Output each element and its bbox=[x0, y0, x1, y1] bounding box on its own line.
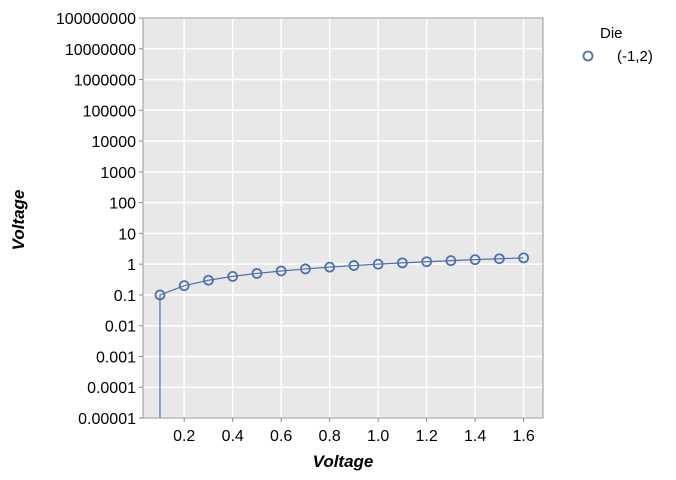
x-tick-label: 0.2 bbox=[173, 428, 195, 445]
y-tick-label: 10000 bbox=[92, 134, 137, 151]
data-point bbox=[396, 257, 408, 269]
data-point bbox=[469, 254, 481, 266]
data-point bbox=[348, 260, 360, 271]
x-tick-label: 0.4 bbox=[222, 428, 244, 445]
series-layer bbox=[154, 252, 530, 418]
data-point bbox=[227, 270, 239, 282]
data-point bbox=[251, 268, 263, 279]
data-point bbox=[300, 263, 311, 275]
plot-frame bbox=[142, 17, 544, 419]
legend-title: Die bbox=[600, 25, 623, 42]
y-tick-label: 1 bbox=[127, 257, 136, 274]
y-tick-label: 0.1 bbox=[114, 288, 136, 305]
y-tick-label: 100 bbox=[109, 196, 136, 213]
y-tick-label: 0.0001 bbox=[87, 380, 136, 397]
data-point bbox=[324, 261, 336, 273]
x-tick-label: 1.6 bbox=[512, 428, 534, 445]
data-point bbox=[518, 252, 530, 264]
data-point bbox=[275, 265, 287, 277]
x-tick-label: 0.6 bbox=[270, 428, 292, 445]
x-axis-title: Voltage bbox=[313, 452, 374, 471]
y-tick-label: 100000000 bbox=[56, 11, 136, 28]
legend: Die (-1,2) bbox=[582, 25, 653, 65]
y-tick-label: 10 bbox=[118, 226, 136, 243]
x-tick-label: 1.0 bbox=[367, 428, 389, 445]
axes: 0.00001 0.0001 0.001 0.01 0.1 1 10 100 1000 10000… bbox=[56, 11, 544, 445]
x-tick-label: 1.4 bbox=[464, 428, 486, 445]
data-point bbox=[493, 253, 505, 265]
y-tick-label: 0.00001 bbox=[78, 411, 136, 428]
y-tick-label: 1000000 bbox=[74, 73, 136, 90]
x-tick-label: 1.2 bbox=[416, 428, 438, 445]
data-point bbox=[178, 280, 190, 292]
series-line bbox=[159, 257, 524, 296]
legend-marker bbox=[582, 50, 594, 62]
data-point bbox=[203, 274, 214, 286]
plot-background bbox=[143, 18, 543, 418]
y-tick-label: 0.001 bbox=[96, 349, 136, 366]
data-point bbox=[445, 255, 457, 267]
y-tick-label: 100000 bbox=[83, 103, 136, 120]
plot-area bbox=[143, 17, 543, 419]
y-tick-label: 0.01 bbox=[105, 319, 136, 336]
x-tick-label: 0.8 bbox=[319, 428, 341, 445]
y-axis-title: Voltage bbox=[9, 190, 28, 251]
y-tick-label: 1000 bbox=[100, 165, 136, 182]
data-point bbox=[154, 289, 166, 301]
data-point bbox=[421, 256, 433, 268]
data-point bbox=[372, 258, 384, 270]
y-tick-label: 10000000 bbox=[65, 42, 136, 59]
legend-label: (-1,2) bbox=[617, 48, 653, 65]
